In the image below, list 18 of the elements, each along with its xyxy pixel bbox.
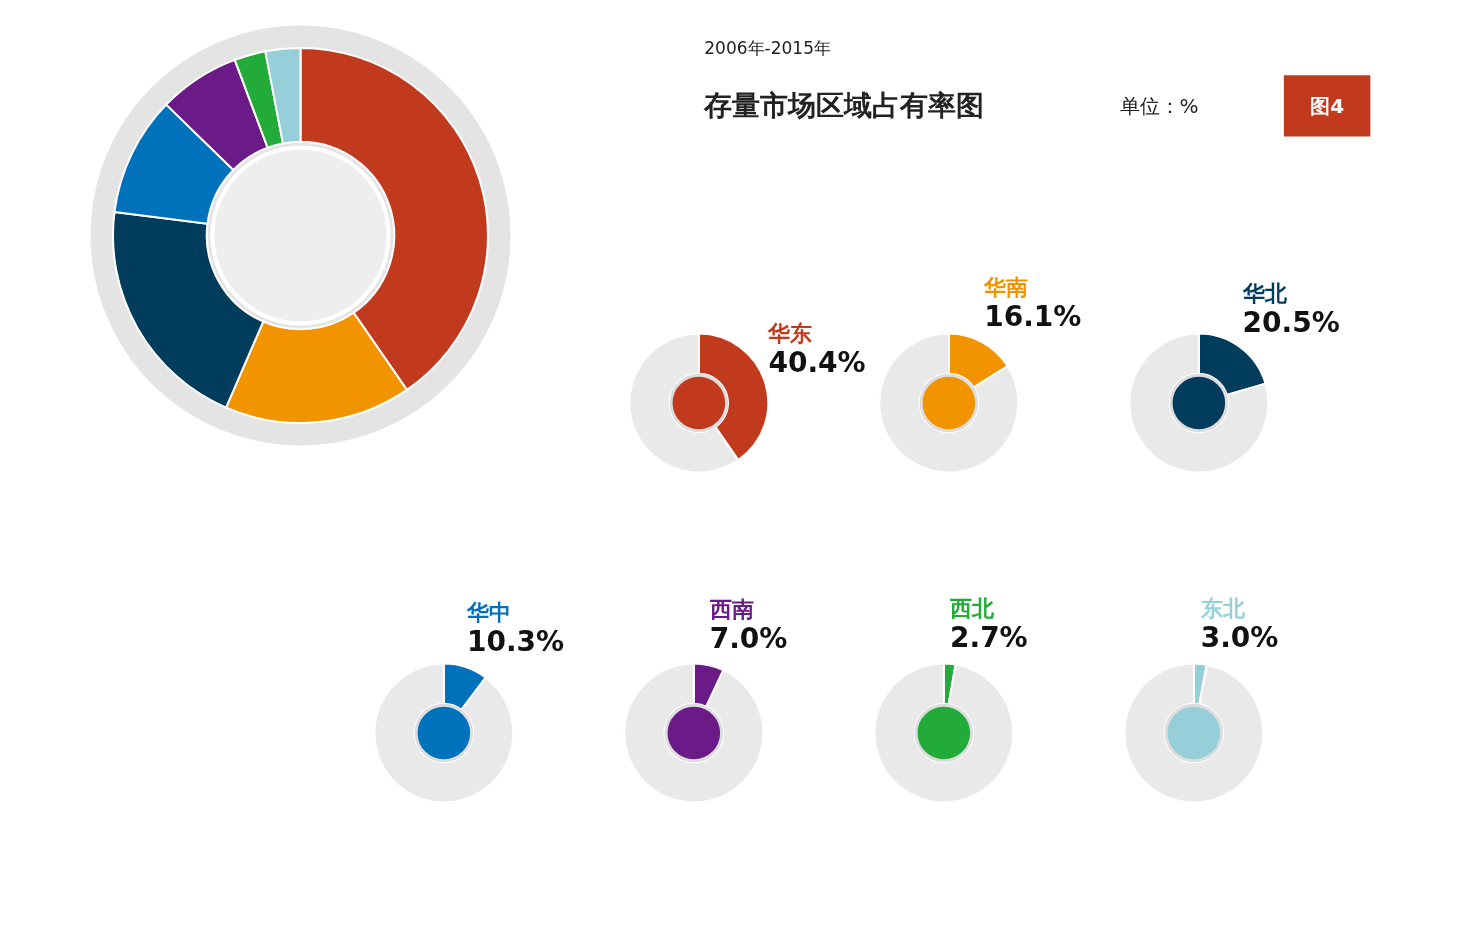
data-label: 7.0% [709, 622, 788, 656]
slice-label: 华北 [1241, 280, 1288, 307]
data-label: 2.7% [950, 620, 1028, 654]
text: 单位：% [1119, 93, 1199, 118]
slice-label: 西南 [708, 596, 754, 623]
data-label: 3.0% [1200, 620, 1279, 654]
data-label: 10.3% [467, 624, 565, 658]
slice-label: 华东 [767, 319, 813, 346]
slice-label: 西北 [949, 594, 996, 621]
slice-label: 华南 [983, 274, 1029, 301]
slice-label: 华中 [466, 598, 512, 625]
text: 存量市场区域占有率图 [703, 89, 985, 123]
slice-label: 东北 [1199, 594, 1246, 621]
caption: 图4 [1310, 93, 1345, 118]
data-label: 20.5% [1242, 306, 1340, 340]
data-label: 16.1% [984, 300, 1082, 334]
data-label: 40.4% [768, 345, 866, 379]
text: 2006年-2015年 [704, 38, 831, 59]
